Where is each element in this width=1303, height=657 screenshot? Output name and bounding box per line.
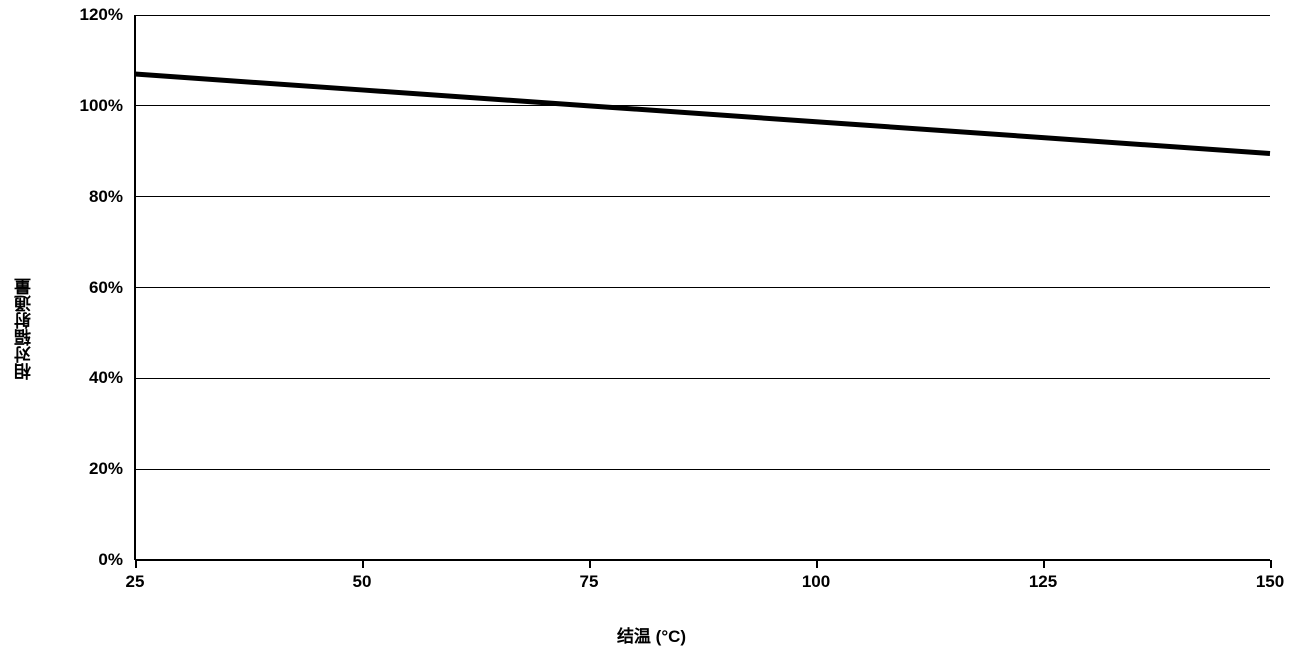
y-tick-label: 60% <box>53 278 123 298</box>
y-axis-label: 相对辐射通量 <box>12 278 37 380</box>
series-relative-radiant-flux <box>135 74 1270 153</box>
y-tick-label: 80% <box>53 187 123 207</box>
x-tick <box>362 560 364 568</box>
chart-container: 相对辐射通量 结温 (°C) 0%20%40%60%80%100%120%255… <box>0 0 1303 657</box>
x-tick <box>816 560 818 568</box>
x-tick-label: 75 <box>580 572 599 592</box>
gridline-horizontal <box>135 559 1270 561</box>
gridline-horizontal <box>135 469 1270 470</box>
y-tick-label: 0% <box>53 550 123 570</box>
gridline-horizontal <box>135 15 1270 16</box>
y-tick-label: 40% <box>53 368 123 388</box>
axis-left <box>134 15 136 560</box>
x-tick-label: 150 <box>1256 572 1284 592</box>
x-tick <box>135 560 137 568</box>
x-tick <box>1043 560 1045 568</box>
x-tick-label: 25 <box>126 572 145 592</box>
plot-area: 0%20%40%60%80%100%120%255075100125150 <box>135 15 1270 560</box>
gridline-horizontal <box>135 196 1270 197</box>
x-tick-label: 125 <box>1029 572 1057 592</box>
x-tick-label: 50 <box>353 572 372 592</box>
y-tick-label: 20% <box>53 459 123 479</box>
x-tick <box>1270 560 1272 568</box>
x-tick <box>589 560 591 568</box>
gridline-horizontal <box>135 105 1270 106</box>
x-tick-label: 100 <box>802 572 830 592</box>
x-axis-label: 结温 (°C) <box>617 622 686 647</box>
gridline-horizontal <box>135 378 1270 379</box>
gridline-horizontal <box>135 287 1270 288</box>
y-tick-label: 120% <box>53 5 123 25</box>
y-tick-label: 100% <box>53 96 123 116</box>
